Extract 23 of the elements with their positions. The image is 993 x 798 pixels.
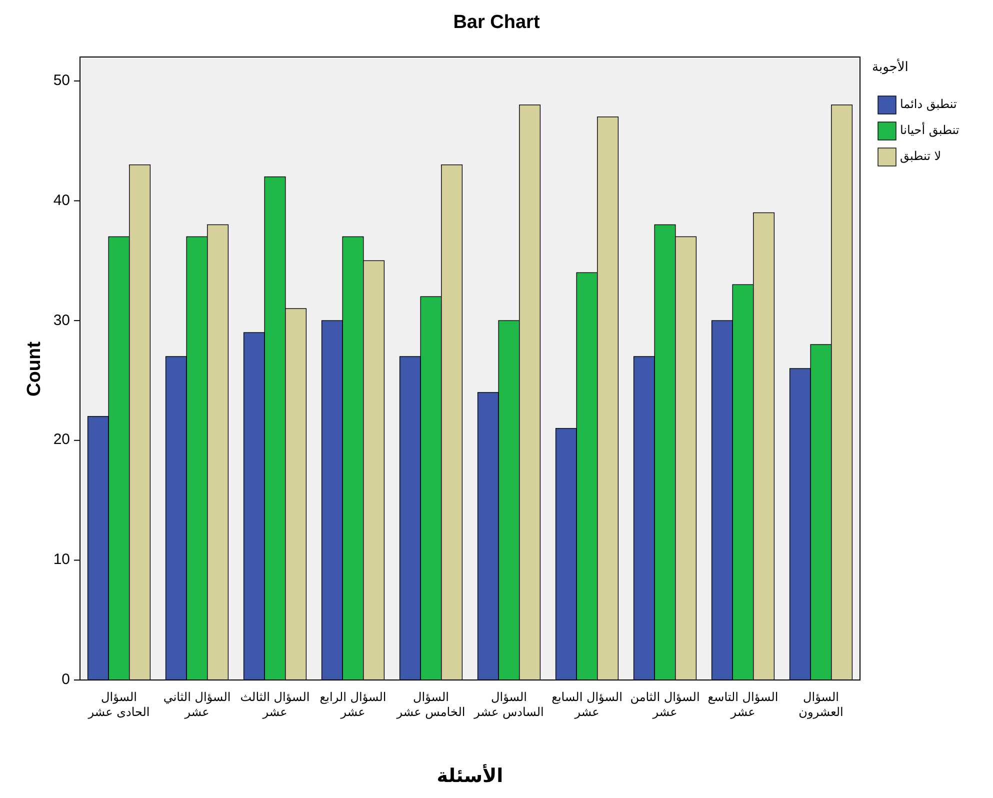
x-tick-label: السؤال السابع عشر <box>551 690 623 720</box>
legend-label: تنطبق أحيانا <box>900 123 960 137</box>
y-tick-label: 50 <box>52 72 70 89</box>
x-tick-label: السؤال العشرون <box>798 690 844 720</box>
legend-title: الأجوبة <box>872 60 908 75</box>
y-tick-label: 20 <box>52 431 70 448</box>
x-tick-label: السؤال السادس عشر <box>473 690 545 720</box>
legend-label: لا تنطبق <box>900 149 942 163</box>
x-tick-label: السؤال الحادى عشر <box>86 690 151 720</box>
x-tick-label: السؤال الثالث عشر <box>239 690 311 720</box>
legend-label: تنطبق دائما <box>900 97 957 111</box>
y-tick-label: 30 <box>52 312 70 329</box>
y-axis-title: Count <box>24 341 46 396</box>
x-tick-label: السؤال الخامس عشر <box>395 690 466 720</box>
y-tick-label: 40 <box>52 192 70 209</box>
chart-title: Bar Chart <box>452 12 541 34</box>
y-tick-label: 10 <box>52 551 70 568</box>
x-axis-title: الأسئلة <box>436 765 504 787</box>
x-tick-label: السؤال الرابع عشر <box>318 690 388 720</box>
x-tick-label: السؤال الثاني عشر <box>162 690 232 720</box>
x-tick-label: السؤال الثامن عشر <box>629 690 701 720</box>
y-tick-label: 0 <box>60 671 70 688</box>
x-tick-label: السؤال التاسع عشر <box>707 690 779 720</box>
